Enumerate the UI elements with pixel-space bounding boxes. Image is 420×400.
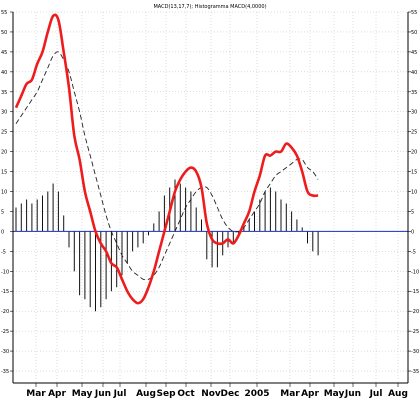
y-tick-label-right: 30 <box>411 110 417 116</box>
y-tick-label-left: -15 <box>1 289 9 295</box>
signal-line <box>15 51 319 281</box>
y-tick-label-right: 40 <box>411 70 417 76</box>
x-tick-label: Jun <box>94 389 111 399</box>
y-tick-label-left: 35 <box>1 90 7 96</box>
y-tick-label-left: 50 <box>1 30 7 36</box>
x-tick-label: Apr <box>48 389 66 399</box>
y-tick-label-right: -5 <box>411 249 416 255</box>
y-tick-label-right: -10 <box>411 269 419 275</box>
left-axis-ticks: -35 -30 -25 -20 -15 -10 -5 0 5 10 15 20 25 30 35 40 45 50… <box>1 10 13 375</box>
y-tick-label-left: -25 <box>1 329 9 335</box>
x-tick-label: Sep <box>156 389 176 399</box>
y-tick-label-left: 55 <box>1 10 7 16</box>
y-tick-label-right: 25 <box>411 130 417 136</box>
right-axis-ticks: -35 -30 -25 -20 -15 -10 -5 0 5 10 15 20 25 30 35 40 45 50… <box>408 10 419 375</box>
y-tick-label-left: 10 <box>1 190 7 196</box>
x-tick-label: Aug <box>136 389 156 399</box>
x-tick-label: Jul <box>113 389 127 399</box>
chart-title: MACD(13,17,7); Histogramma MACD(4,0000) <box>153 4 266 10</box>
y-tick-label-left: 30 <box>1 110 7 116</box>
y-tick-label-right: -30 <box>411 349 419 355</box>
y-tick-label-right: 15 <box>411 170 417 176</box>
x-tick-label: Mar <box>280 389 300 399</box>
y-tick-label-left: -10 <box>1 269 9 275</box>
grid-lines <box>13 11 408 383</box>
macd-line <box>14 13 319 305</box>
y-tick-label-left: -35 <box>1 369 9 375</box>
x-tick-label: Nov <box>201 389 221 399</box>
x-tick-label: May <box>324 389 345 399</box>
y-tick-label-right: 5 <box>411 209 414 215</box>
x-tick-label: Jun <box>344 389 361 399</box>
plot-frame <box>12 12 409 384</box>
x-tick-label: 2005 <box>244 389 269 399</box>
y-tick-label-left: 40 <box>1 70 7 76</box>
y-tick-label-right: 35 <box>411 90 417 96</box>
y-tick-label-right: 20 <box>411 150 417 156</box>
y-tick-label-left: 45 <box>1 50 7 56</box>
x-tick-label: Jul <box>369 389 383 399</box>
x-axis-ticks: Mar Apr May Jun Jul Aug Sep Oct Nov Dec 2005 Mar Apr… <box>26 383 408 399</box>
y-tick-label-left: -5 <box>1 249 6 255</box>
x-tick-label: Oct <box>177 389 195 399</box>
y-tick-label-right: -35 <box>411 369 419 375</box>
y-tick-label-left: -30 <box>1 349 9 355</box>
y-tick-label-right: -25 <box>411 329 419 335</box>
y-tick-label-right: 50 <box>411 30 417 36</box>
y-tick-label-right: -15 <box>411 289 419 295</box>
y-tick-label-right: 45 <box>411 50 417 56</box>
y-tick-label-left: 0 <box>1 229 4 235</box>
x-tick-label: Aug <box>388 389 408 399</box>
x-tick-label: Mar <box>26 389 46 399</box>
y-tick-label-left: 20 <box>1 150 7 156</box>
y-tick-label-right: 55 <box>411 10 417 16</box>
y-tick-label-left: -20 <box>1 309 9 315</box>
x-tick-label: Apr <box>301 389 319 399</box>
y-tick-label-left: 5 <box>1 209 4 215</box>
x-tick-label: May <box>72 389 93 399</box>
x-tick-label: Dec <box>221 389 240 399</box>
y-tick-label-left: 25 <box>1 130 7 136</box>
y-tick-label-left: 15 <box>1 170 7 176</box>
y-tick-label-right: 10 <box>411 190 417 196</box>
y-tick-label-right: -20 <box>411 309 419 315</box>
y-tick-label-right: 0 <box>411 229 414 235</box>
